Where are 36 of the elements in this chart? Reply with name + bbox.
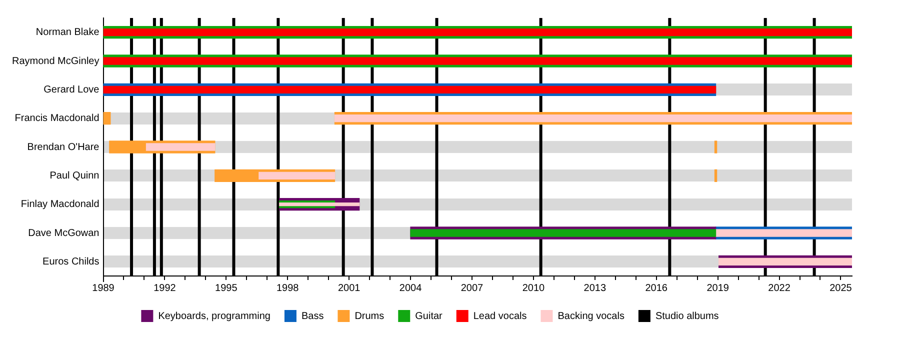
bar [258, 172, 336, 180]
x-tick-label: 2022 [768, 282, 791, 294]
bar [715, 229, 852, 237]
x-tick-label: 2007 [460, 282, 484, 294]
y-tick-label: Finlay Macdonald [20, 199, 100, 210]
legend-label: Studio albums [655, 310, 719, 322]
x-tick-label: 2010 [522, 282, 546, 294]
y-tick-label: Dave McGowan [28, 228, 100, 239]
x-tick-label: 1998 [276, 282, 300, 294]
y-tick-label: Gerard Love [44, 84, 100, 96]
bar [718, 258, 852, 266]
y-tick-label: Paul Quinn [50, 170, 100, 182]
legend-label: Keyboards, programming [158, 310, 270, 322]
x-tick-label: 1989 [92, 282, 115, 294]
y-tick-label: Raymond McGinley [12, 56, 100, 67]
x-tick-label: 2004 [399, 282, 422, 294]
x-tick-label: 2001 [338, 282, 361, 294]
x-tick-label: 2025 [830, 282, 852, 294]
bar [146, 143, 216, 151]
legend-label: Guitar [415, 310, 444, 322]
x-tick-label: 2016 [645, 282, 668, 294]
y-tick-label: Norman Blake [36, 27, 100, 38]
y-tick-label: Euros Childs [42, 256, 100, 268]
y-tick-label: Brendan O'Hare [27, 142, 100, 153]
x-tick-label: 2019 [706, 282, 730, 294]
bar [103, 112, 111, 125]
bar [714, 169, 718, 182]
legend-label: Lead vocals [473, 310, 527, 322]
y-tick-label: Francis Macdonald [14, 113, 100, 124]
bar [714, 140, 718, 154]
legend-label: Bass [301, 310, 324, 322]
x-tick-label: 1992 [154, 282, 176, 294]
x-tick-label: 2013 [584, 282, 606, 294]
legend-label: Drums [354, 310, 384, 322]
legend-label: Backing vocals [558, 310, 624, 322]
x-tick-label: 1995 [215, 282, 238, 294]
